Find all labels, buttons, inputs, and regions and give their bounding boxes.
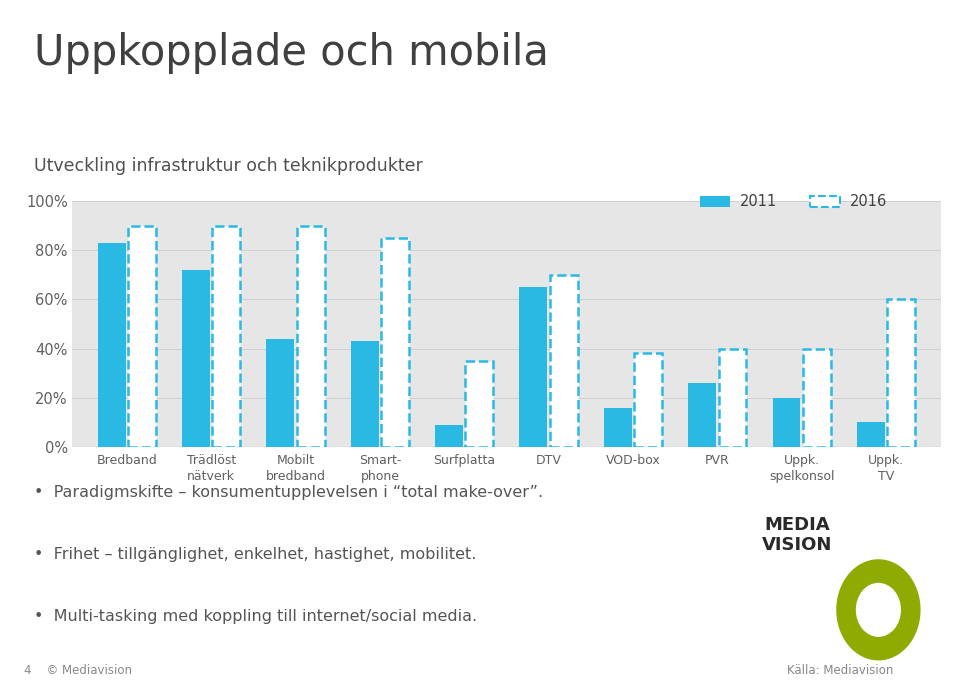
Text: Utveckling infrastruktur och teknikprodukter: Utveckling infrastruktur och teknikprodu…: [34, 157, 422, 175]
Bar: [688, 383, 716, 447]
Text: 4    © Mediavision: 4 © Mediavision: [24, 664, 132, 676]
Bar: [182, 270, 210, 447]
Text: Källa: Mediavision: Källa: Mediavision: [787, 664, 894, 676]
Bar: [435, 425, 463, 447]
Text: 2016: 2016: [850, 194, 887, 209]
Bar: [519, 287, 547, 447]
Bar: [635, 353, 662, 447]
Bar: [810, 196, 840, 207]
Bar: [267, 339, 295, 447]
Bar: [212, 226, 240, 447]
Bar: [128, 226, 156, 447]
Bar: [350, 341, 378, 447]
Bar: [466, 361, 493, 447]
Bar: [718, 349, 746, 447]
Text: •  Frihet – tillgänglighet, enkelhet, hastighet, mobilitet.: • Frihet – tillgänglighet, enkelhet, has…: [34, 547, 476, 562]
Text: •  Paradigmskifte – konsumentupplevelsen i “total make-over”.: • Paradigmskifte – konsumentupplevelsen …: [34, 485, 542, 500]
Bar: [803, 349, 830, 447]
Text: Uppkopplade och mobila: Uppkopplade och mobila: [34, 32, 548, 73]
Text: MEDIA
VISION: MEDIA VISION: [762, 516, 832, 554]
Text: •  Multi-tasking med koppling till internet/social media.: • Multi-tasking med koppling till intern…: [34, 609, 477, 624]
Bar: [550, 274, 578, 447]
Bar: [297, 226, 324, 447]
Bar: [381, 238, 409, 447]
Circle shape: [856, 584, 900, 636]
Bar: [857, 423, 885, 447]
Bar: [604, 407, 632, 447]
Bar: [701, 196, 730, 207]
Text: 2011: 2011: [740, 194, 778, 209]
Bar: [887, 299, 915, 447]
Circle shape: [837, 560, 920, 660]
Bar: [98, 243, 126, 447]
Bar: [773, 398, 801, 447]
